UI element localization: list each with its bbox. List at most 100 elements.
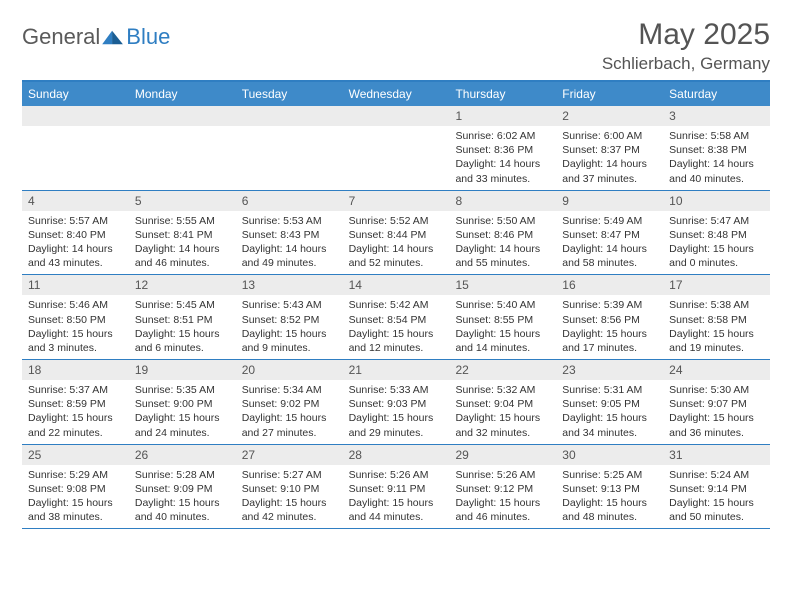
day-number: 22 <box>449 360 556 380</box>
calendar-day-cell: 30Sunrise: 5:25 AMSunset: 9:13 PMDayligh… <box>556 445 663 529</box>
header: General Blue May 2025 Schlierbach, Germa… <box>22 18 770 74</box>
day-number: 3 <box>663 106 770 126</box>
day-number: 18 <box>22 360 129 380</box>
day-details: Sunrise: 5:37 AMSunset: 8:59 PMDaylight:… <box>22 380 129 444</box>
day-details: Sunrise: 5:26 AMSunset: 9:11 PMDaylight:… <box>343 465 450 529</box>
day-details: Sunrise: 5:35 AMSunset: 9:00 PMDaylight:… <box>129 380 236 444</box>
day-details: Sunrise: 5:38 AMSunset: 8:58 PMDaylight:… <box>663 295 770 359</box>
calendar-day-cell: 3Sunrise: 5:58 AMSunset: 8:38 PMDaylight… <box>663 106 770 190</box>
day-details: Sunrise: 5:25 AMSunset: 9:13 PMDaylight:… <box>556 465 663 529</box>
day-details: Sunrise: 5:39 AMSunset: 8:56 PMDaylight:… <box>556 295 663 359</box>
day-details: Sunrise: 5:31 AMSunset: 9:05 PMDaylight:… <box>556 380 663 444</box>
calendar-day-cell: 23Sunrise: 5:31 AMSunset: 9:05 PMDayligh… <box>556 360 663 444</box>
day-number: 9 <box>556 191 663 211</box>
day-number: 25 <box>22 445 129 465</box>
calendar-week-row: 25Sunrise: 5:29 AMSunset: 9:08 PMDayligh… <box>22 445 770 530</box>
calendar-day-cell: 14Sunrise: 5:42 AMSunset: 8:54 PMDayligh… <box>343 275 450 359</box>
day-details: Sunrise: 5:27 AMSunset: 9:10 PMDaylight:… <box>236 465 343 529</box>
logo-word2: Blue <box>126 24 170 50</box>
calendar-day-cell: 1Sunrise: 6:02 AMSunset: 8:36 PMDaylight… <box>449 106 556 190</box>
day-details: Sunrise: 5:24 AMSunset: 9:14 PMDaylight:… <box>663 465 770 529</box>
day-of-week-header: Monday <box>129 82 236 106</box>
calendar-day-cell <box>129 106 236 190</box>
day-details: Sunrise: 5:53 AMSunset: 8:43 PMDaylight:… <box>236 211 343 275</box>
calendar-day-cell: 11Sunrise: 5:46 AMSunset: 8:50 PMDayligh… <box>22 275 129 359</box>
calendar-day-cell <box>22 106 129 190</box>
calendar-week-row: 18Sunrise: 5:37 AMSunset: 8:59 PMDayligh… <box>22 360 770 445</box>
day-number: 15 <box>449 275 556 295</box>
calendar-day-cell: 22Sunrise: 5:32 AMSunset: 9:04 PMDayligh… <box>449 360 556 444</box>
day-details: Sunrise: 6:00 AMSunset: 8:37 PMDaylight:… <box>556 126 663 190</box>
calendar-day-cell: 9Sunrise: 5:49 AMSunset: 8:47 PMDaylight… <box>556 191 663 275</box>
day-number: 13 <box>236 275 343 295</box>
calendar-day-cell: 13Sunrise: 5:43 AMSunset: 8:52 PMDayligh… <box>236 275 343 359</box>
day-details: Sunrise: 5:49 AMSunset: 8:47 PMDaylight:… <box>556 211 663 275</box>
day-of-week-header: Wednesday <box>343 82 450 106</box>
day-details: Sunrise: 5:26 AMSunset: 9:12 PMDaylight:… <box>449 465 556 529</box>
page-title: May 2025 <box>602 18 770 52</box>
day-number: 4 <box>22 191 129 211</box>
calendar: SundayMondayTuesdayWednesdayThursdayFrid… <box>22 80 770 529</box>
day-details: Sunrise: 5:32 AMSunset: 9:04 PMDaylight:… <box>449 380 556 444</box>
day-number: 24 <box>663 360 770 380</box>
day-number: 5 <box>129 191 236 211</box>
day-number: 28 <box>343 445 450 465</box>
day-details: Sunrise: 5:58 AMSunset: 8:38 PMDaylight:… <box>663 126 770 190</box>
day-number: 12 <box>129 275 236 295</box>
logo-word1: General <box>22 24 100 50</box>
day-number: 21 <box>343 360 450 380</box>
calendar-day-cell <box>236 106 343 190</box>
calendar-day-cell: 12Sunrise: 5:45 AMSunset: 8:51 PMDayligh… <box>129 275 236 359</box>
day-number: 26 <box>129 445 236 465</box>
day-details: Sunrise: 5:47 AMSunset: 8:48 PMDaylight:… <box>663 211 770 275</box>
calendar-day-cell: 6Sunrise: 5:53 AMSunset: 8:43 PMDaylight… <box>236 191 343 275</box>
calendar-day-cell: 4Sunrise: 5:57 AMSunset: 8:40 PMDaylight… <box>22 191 129 275</box>
day-details: Sunrise: 5:45 AMSunset: 8:51 PMDaylight:… <box>129 295 236 359</box>
logo: General Blue <box>22 24 170 50</box>
day-of-week-header: Thursday <box>449 82 556 106</box>
day-of-week-header: Friday <box>556 82 663 106</box>
logo-mark-icon <box>102 28 124 46</box>
calendar-day-cell: 16Sunrise: 5:39 AMSunset: 8:56 PMDayligh… <box>556 275 663 359</box>
day-number: 27 <box>236 445 343 465</box>
day-number-empty <box>129 106 236 126</box>
calendar-day-cell: 29Sunrise: 5:26 AMSunset: 9:12 PMDayligh… <box>449 445 556 529</box>
calendar-week-row: 11Sunrise: 5:46 AMSunset: 8:50 PMDayligh… <box>22 275 770 360</box>
day-number: 16 <box>556 275 663 295</box>
day-number: 30 <box>556 445 663 465</box>
calendar-day-cell: 20Sunrise: 5:34 AMSunset: 9:02 PMDayligh… <box>236 360 343 444</box>
day-details: Sunrise: 5:50 AMSunset: 8:46 PMDaylight:… <box>449 211 556 275</box>
calendar-day-cell: 18Sunrise: 5:37 AMSunset: 8:59 PMDayligh… <box>22 360 129 444</box>
calendar-day-cell: 5Sunrise: 5:55 AMSunset: 8:41 PMDaylight… <box>129 191 236 275</box>
calendar-day-cell: 31Sunrise: 5:24 AMSunset: 9:14 PMDayligh… <box>663 445 770 529</box>
day-number: 8 <box>449 191 556 211</box>
day-details: Sunrise: 5:33 AMSunset: 9:03 PMDaylight:… <box>343 380 450 444</box>
day-details: Sunrise: 5:40 AMSunset: 8:55 PMDaylight:… <box>449 295 556 359</box>
location: Schlierbach, Germany <box>602 54 770 74</box>
calendar-day-cell: 7Sunrise: 5:52 AMSunset: 8:44 PMDaylight… <box>343 191 450 275</box>
calendar-day-cell: 15Sunrise: 5:40 AMSunset: 8:55 PMDayligh… <box>449 275 556 359</box>
day-of-week-header: Tuesday <box>236 82 343 106</box>
day-details: Sunrise: 5:52 AMSunset: 8:44 PMDaylight:… <box>343 211 450 275</box>
calendar-day-cell: 8Sunrise: 5:50 AMSunset: 8:46 PMDaylight… <box>449 191 556 275</box>
day-details: Sunrise: 5:57 AMSunset: 8:40 PMDaylight:… <box>22 211 129 275</box>
title-block: May 2025 Schlierbach, Germany <box>602 18 770 74</box>
calendar-day-cell: 26Sunrise: 5:28 AMSunset: 9:09 PMDayligh… <box>129 445 236 529</box>
day-details: Sunrise: 5:30 AMSunset: 9:07 PMDaylight:… <box>663 380 770 444</box>
day-number: 14 <box>343 275 450 295</box>
day-number: 2 <box>556 106 663 126</box>
calendar-day-cell: 10Sunrise: 5:47 AMSunset: 8:48 PMDayligh… <box>663 191 770 275</box>
day-number: 7 <box>343 191 450 211</box>
day-number: 29 <box>449 445 556 465</box>
calendar-day-cell: 17Sunrise: 5:38 AMSunset: 8:58 PMDayligh… <box>663 275 770 359</box>
calendar-day-cell: 19Sunrise: 5:35 AMSunset: 9:00 PMDayligh… <box>129 360 236 444</box>
day-details: Sunrise: 5:42 AMSunset: 8:54 PMDaylight:… <box>343 295 450 359</box>
day-details: Sunrise: 5:46 AMSunset: 8:50 PMDaylight:… <box>22 295 129 359</box>
day-number: 20 <box>236 360 343 380</box>
calendar-day-cell: 27Sunrise: 5:27 AMSunset: 9:10 PMDayligh… <box>236 445 343 529</box>
day-number-empty <box>343 106 450 126</box>
day-number: 23 <box>556 360 663 380</box>
day-number: 1 <box>449 106 556 126</box>
day-details: Sunrise: 5:34 AMSunset: 9:02 PMDaylight:… <box>236 380 343 444</box>
calendar-week-row: 1Sunrise: 6:02 AMSunset: 8:36 PMDaylight… <box>22 106 770 191</box>
